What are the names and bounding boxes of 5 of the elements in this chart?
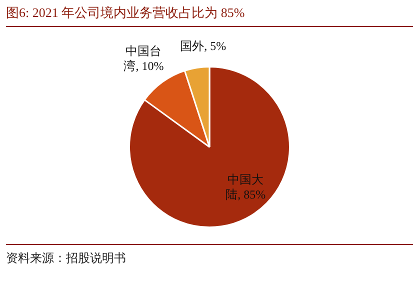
slice-label: 国外, 5% (180, 39, 226, 54)
text: 资料来源：招股说明书 (6, 244, 413, 267)
slice-label: 中国台湾, 10% (124, 44, 164, 73)
chart-title: 图6: 2021 年公司境内业务营收占比为 85% (6, 4, 413, 27)
slice-label: 中国大陆, 85% (226, 172, 266, 202)
